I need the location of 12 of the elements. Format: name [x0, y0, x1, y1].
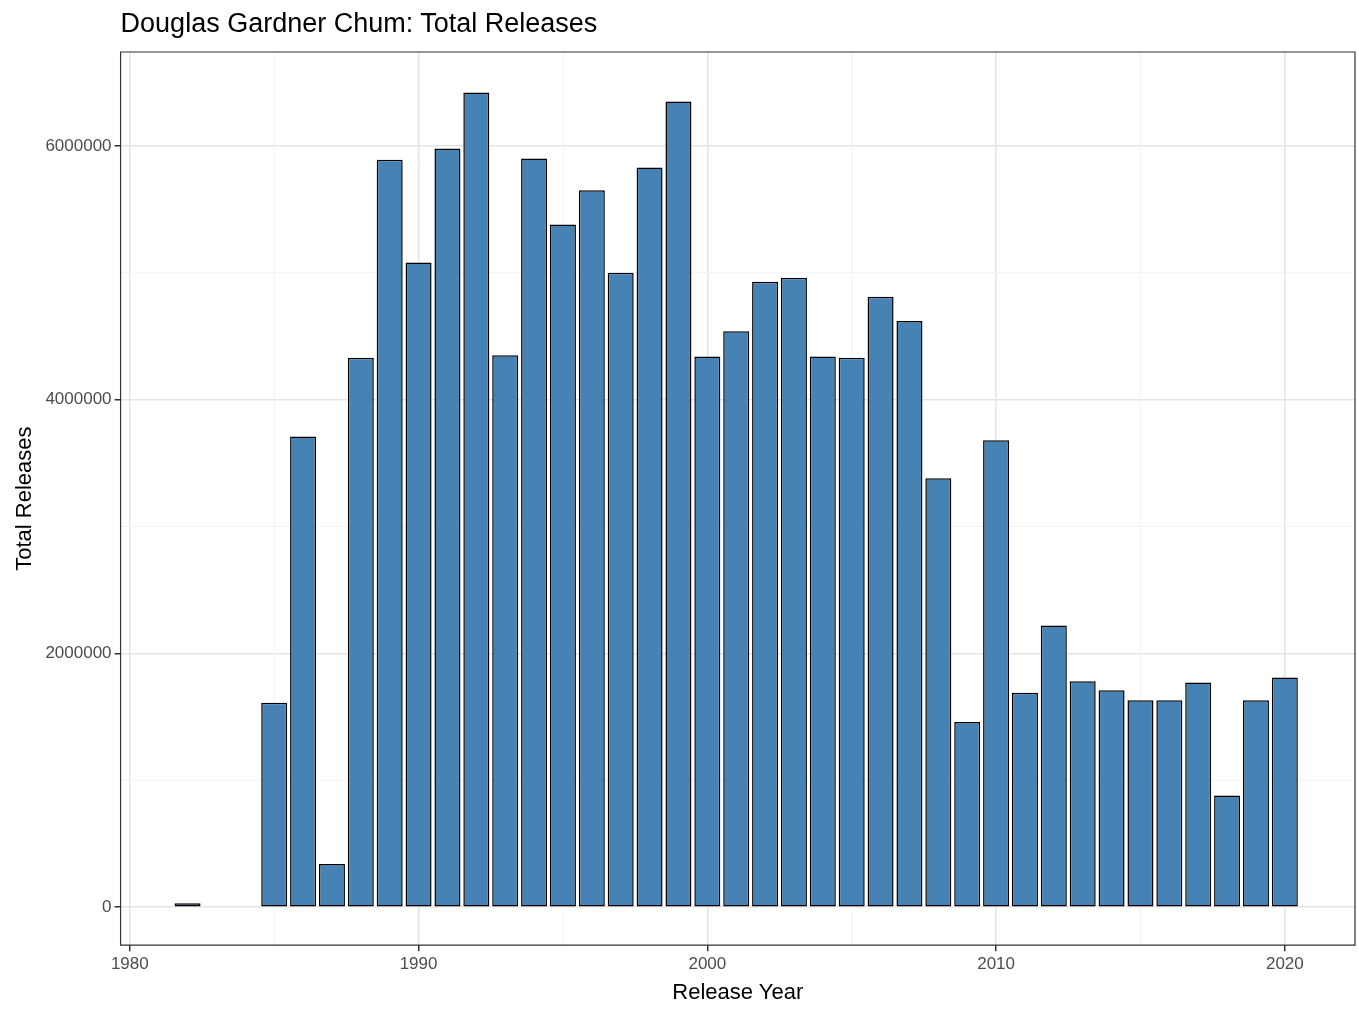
- x-tick-label: 2010: [977, 954, 1015, 974]
- x-tick-label: 2000: [688, 954, 727, 974]
- x-tick-label: 1990: [399, 954, 438, 974]
- y-tick-label: 6000000: [45, 135, 112, 155]
- y-tick-label: 0: [102, 896, 112, 916]
- chart-title: Douglas Gardner Chum: Total Releases: [120, 8, 598, 38]
- y-tick-label: 2000000: [45, 643, 112, 663]
- x-axis-title: Release Year: [672, 978, 804, 1004]
- y-tick-label: 4000000: [45, 389, 112, 409]
- x-tick-label: 2020: [1265, 954, 1304, 974]
- x-tick-label: 1980: [110, 954, 149, 974]
- y-axis-title: Total Releases: [11, 426, 37, 571]
